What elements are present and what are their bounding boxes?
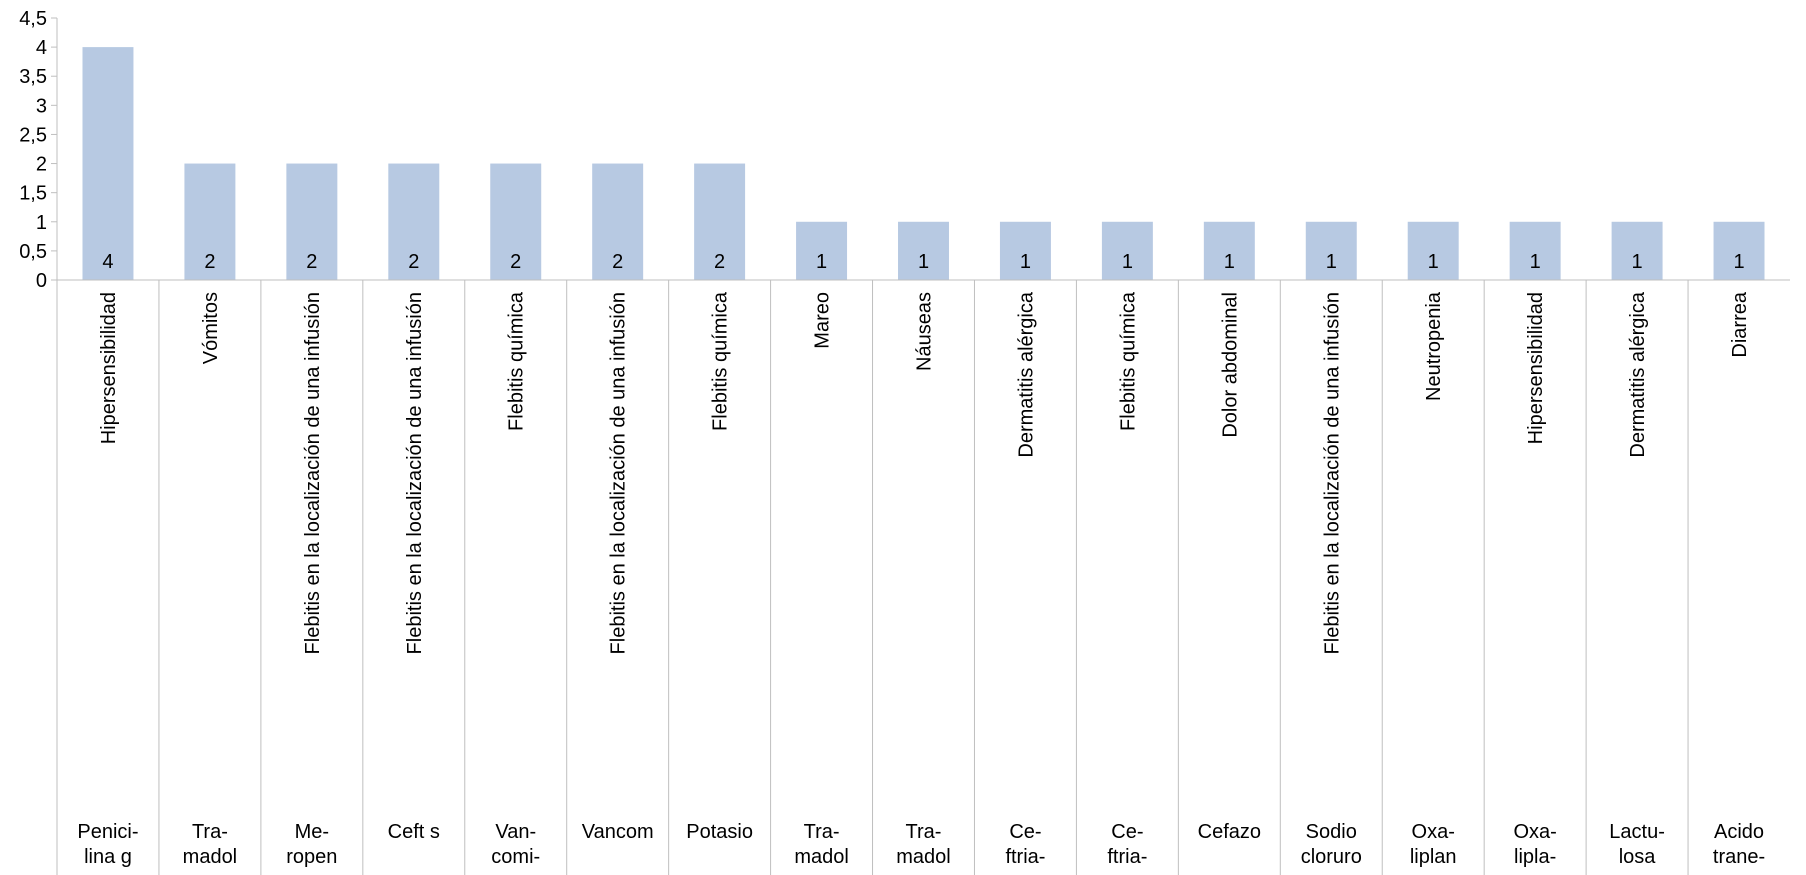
drug-label: Oxa-lipla- xyxy=(1513,821,1556,868)
adverse-event-label: Dolor abdominal xyxy=(1219,292,1241,438)
y-tick-label: 1,5 xyxy=(19,183,47,205)
data-label: 2 xyxy=(408,251,419,273)
bar xyxy=(1203,221,1255,280)
drug-label: Ce-ftria- xyxy=(1005,821,1045,868)
bar xyxy=(184,163,236,280)
bar xyxy=(490,163,542,280)
drug-label: Ce-ftria- xyxy=(1107,821,1147,868)
data-label: 1 xyxy=(1632,251,1643,273)
y-tick-label: 3,5 xyxy=(19,66,47,88)
adverse-event-label: Flebitis química xyxy=(506,291,528,431)
drug-label: Cefazo xyxy=(1198,821,1261,843)
adverse-event-label: Mareo xyxy=(812,292,834,349)
y-tick-label: 0 xyxy=(36,270,47,292)
data-label: 1 xyxy=(1733,251,1744,273)
category-axis: Hipersensibilidad Penici-lina g Vómitos Tra… xyxy=(57,279,1790,875)
adverse-event-label: Flebitis química xyxy=(710,291,732,431)
adverse-event-label: Hipersensibilidad xyxy=(98,292,120,444)
data-label: 1 xyxy=(1224,251,1235,273)
bar xyxy=(796,221,848,280)
data-label: 1 xyxy=(1122,251,1133,273)
y-tick-label: 2,5 xyxy=(19,124,47,146)
bar xyxy=(694,163,746,280)
adverse-event-label: Flebitis en la localización de una infus… xyxy=(1321,292,1343,654)
drug-label: Penici-lina g xyxy=(77,821,138,868)
data-label: 1 xyxy=(1530,251,1541,273)
data-label: 2 xyxy=(714,251,725,273)
bar xyxy=(1611,221,1663,280)
data-label: 4 xyxy=(102,251,113,273)
y-tick-label: 1 xyxy=(36,212,47,234)
adverse-event-label: Flebitis química xyxy=(1117,291,1139,431)
data-label: 2 xyxy=(510,251,521,273)
bar xyxy=(1101,221,1153,280)
drug-label: Tra-madol xyxy=(896,821,950,868)
adverse-event-label: Diarrea xyxy=(1729,291,1751,357)
drug-label: Tra-madol xyxy=(794,821,848,868)
drug-label: Me-ropen xyxy=(286,821,337,868)
bar xyxy=(1713,221,1765,280)
bar xyxy=(286,163,338,280)
adverse-event-label: Flebitis en la localización de una infus… xyxy=(404,292,426,654)
adverse-event-label: Dermatitis alérgica xyxy=(1015,291,1037,457)
adverse-event-label: Flebitis en la localización de una infus… xyxy=(608,292,630,654)
adverse-event-label: Náuseas xyxy=(914,292,936,371)
y-tick-label: 2 xyxy=(36,154,47,176)
drug-label: Tra-madol xyxy=(183,821,237,868)
adverse-event-label: Dermatitis alérgica xyxy=(1627,291,1649,457)
drug-label: Lactu-losa xyxy=(1609,821,1665,868)
adverse-event-label: Vómitos xyxy=(200,292,222,364)
bar xyxy=(1407,221,1459,280)
bars: 4 2 2 2 2 2 2 1 1 1 1 1 1 1 1 1 1 xyxy=(82,47,1765,280)
data-label: 1 xyxy=(816,251,827,273)
drug-label: Vancom xyxy=(582,821,654,843)
adverse-event-label: Flebitis en la localización de una infus… xyxy=(302,292,324,654)
bar xyxy=(898,221,949,280)
bar xyxy=(388,163,440,280)
drug-label: Oxa-liplan xyxy=(1410,821,1457,868)
drug-label: Ceft s xyxy=(388,821,440,843)
y-axis: 0 0,5 1 1,5 2 2,5 3 3,5 4 4,5 xyxy=(19,8,58,875)
drug-label: Van-comi- xyxy=(491,821,540,868)
bar xyxy=(592,163,644,280)
data-label: 2 xyxy=(612,251,623,273)
drug-label: Sodio cloruro xyxy=(1301,821,1362,868)
y-tick-label: 0,5 xyxy=(19,241,47,263)
bar xyxy=(82,47,134,280)
bar xyxy=(1509,221,1561,280)
data-label: 1 xyxy=(1020,251,1031,273)
bar xyxy=(999,221,1051,280)
data-label: 1 xyxy=(1326,251,1337,273)
drug-label: Potasio xyxy=(686,821,753,843)
data-label: 2 xyxy=(306,251,317,273)
data-label: 2 xyxy=(204,251,215,273)
y-tick-label: 4 xyxy=(36,37,47,59)
y-tick-label: 4,5 xyxy=(19,8,47,30)
y-tick-label: 3 xyxy=(36,95,47,117)
data-label: 1 xyxy=(1428,251,1439,273)
adverse-event-label: Neutropenia xyxy=(1423,291,1445,401)
adverse-event-label: Hipersensibilidad xyxy=(1525,292,1547,444)
data-label: 1 xyxy=(918,251,929,273)
drug-label: Acido trane- xyxy=(1713,821,1765,868)
bar xyxy=(1305,221,1357,280)
